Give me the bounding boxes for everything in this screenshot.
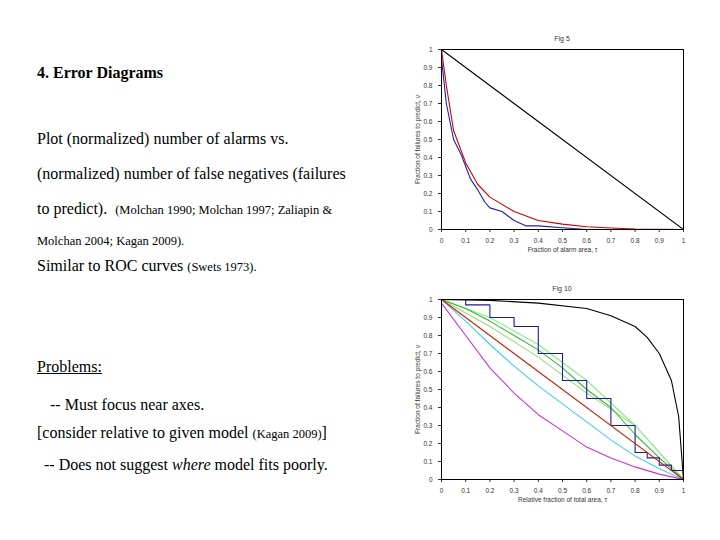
svg-text:1: 1 bbox=[429, 296, 433, 303]
svg-text:Fraction of failures to predic: Fraction of failures to predict, ν bbox=[414, 345, 422, 434]
html-text:to predict).(Molchan 1990; Mol: to predict).(Molchan 1990; Molchan 1997;… bbox=[37, 200, 333, 217]
svg-text:0.4: 0.4 bbox=[423, 154, 432, 161]
svg-text:1: 1 bbox=[682, 237, 686, 244]
svg-text:0.8: 0.8 bbox=[631, 487, 640, 494]
html-text:-- Does not suggest where mode: -- Does not suggest where model fits poo… bbox=[44, 456, 328, 473]
svg-text:0.6: 0.6 bbox=[423, 118, 432, 125]
svg-text:0.6: 0.6 bbox=[423, 368, 432, 375]
svg-text:Fraction of alarm area, τ: Fraction of alarm area, τ bbox=[528, 246, 598, 253]
svg-text:0.4: 0.4 bbox=[534, 487, 543, 494]
html-text:Problems:: Problems: bbox=[37, 358, 102, 375]
html-text:Plot (normalized) number of al: Plot (normalized) number of alarms vs. bbox=[37, 130, 289, 147]
svg-text:0.5: 0.5 bbox=[558, 237, 567, 244]
svg-text:0.4: 0.4 bbox=[534, 237, 543, 244]
svg-text:0.7: 0.7 bbox=[423, 350, 432, 357]
svg-text:0.7: 0.7 bbox=[606, 487, 615, 494]
svg-text:0.1: 0.1 bbox=[423, 458, 432, 465]
html-text:(normalized) number of false n: (normalized) number of false negatives (… bbox=[37, 165, 346, 182]
svg-text:0.8: 0.8 bbox=[423, 82, 432, 89]
svg-text:0.2: 0.2 bbox=[423, 190, 432, 197]
html-text:Molchan 2004; Kagan 2009).: Molchan 2004; Kagan 2009). bbox=[37, 234, 185, 248]
svg-text:0.2: 0.2 bbox=[423, 440, 432, 447]
svg-text:0.6: 0.6 bbox=[582, 487, 591, 494]
svg-text:0: 0 bbox=[440, 237, 444, 244]
svg-text:0.7: 0.7 bbox=[423, 100, 432, 107]
svg-text:0.1: 0.1 bbox=[423, 208, 432, 215]
svg-text:0.1: 0.1 bbox=[461, 487, 470, 494]
svg-text:0.7: 0.7 bbox=[606, 237, 615, 244]
html-text:Fig 10: Fig 10 bbox=[552, 285, 572, 292]
svg-text:0.5: 0.5 bbox=[423, 136, 432, 143]
svg-text:0.8: 0.8 bbox=[423, 332, 432, 339]
svg-text:1: 1 bbox=[429, 46, 433, 53]
svg-text:0.6: 0.6 bbox=[582, 237, 591, 244]
html-text:-- Must focus near axes.: -- Must focus near axes. bbox=[50, 396, 205, 413]
svg-text:0.1: 0.1 bbox=[461, 237, 470, 244]
svg-text:0.3: 0.3 bbox=[510, 487, 519, 494]
svg-text:0.5: 0.5 bbox=[558, 487, 567, 494]
svg-text:1: 1 bbox=[682, 487, 686, 494]
svg-text:0: 0 bbox=[429, 476, 433, 483]
svg-text:0.9: 0.9 bbox=[423, 64, 432, 71]
svg-text:0.8: 0.8 bbox=[631, 237, 640, 244]
svg-text:0.5: 0.5 bbox=[423, 386, 432, 393]
svg-text:0.2: 0.2 bbox=[485, 237, 494, 244]
html-text:Fig 5: Fig 5 bbox=[554, 35, 570, 42]
svg-text:0.2: 0.2 bbox=[485, 487, 494, 494]
svg-text:Relative fraction of total are: Relative fraction of total area, τ bbox=[518, 496, 607, 503]
svg-text:Fraction of failures to predic: Fraction of failures to predict, ν bbox=[414, 95, 422, 184]
svg-text:0: 0 bbox=[429, 226, 433, 233]
svg-text:0.3: 0.3 bbox=[510, 237, 519, 244]
svg-text:0.9: 0.9 bbox=[423, 314, 432, 321]
svg-text:0.3: 0.3 bbox=[423, 172, 432, 179]
svg-text:0.9: 0.9 bbox=[655, 237, 664, 244]
svg-text:0.3: 0.3 bbox=[423, 422, 432, 429]
html-text:Similar to ROC curves(Swets 19: Similar to ROC curves(Swets 1973). bbox=[37, 257, 257, 274]
svg-text:0: 0 bbox=[440, 487, 444, 494]
html-text:[consider relative to given mo: [consider relative to given model(Kagan … bbox=[37, 424, 327, 441]
html-text:4. Error Diagrams: 4. Error Diagrams bbox=[37, 64, 164, 81]
svg-text:0.9: 0.9 bbox=[655, 487, 664, 494]
svg-text:0.4: 0.4 bbox=[423, 404, 432, 411]
